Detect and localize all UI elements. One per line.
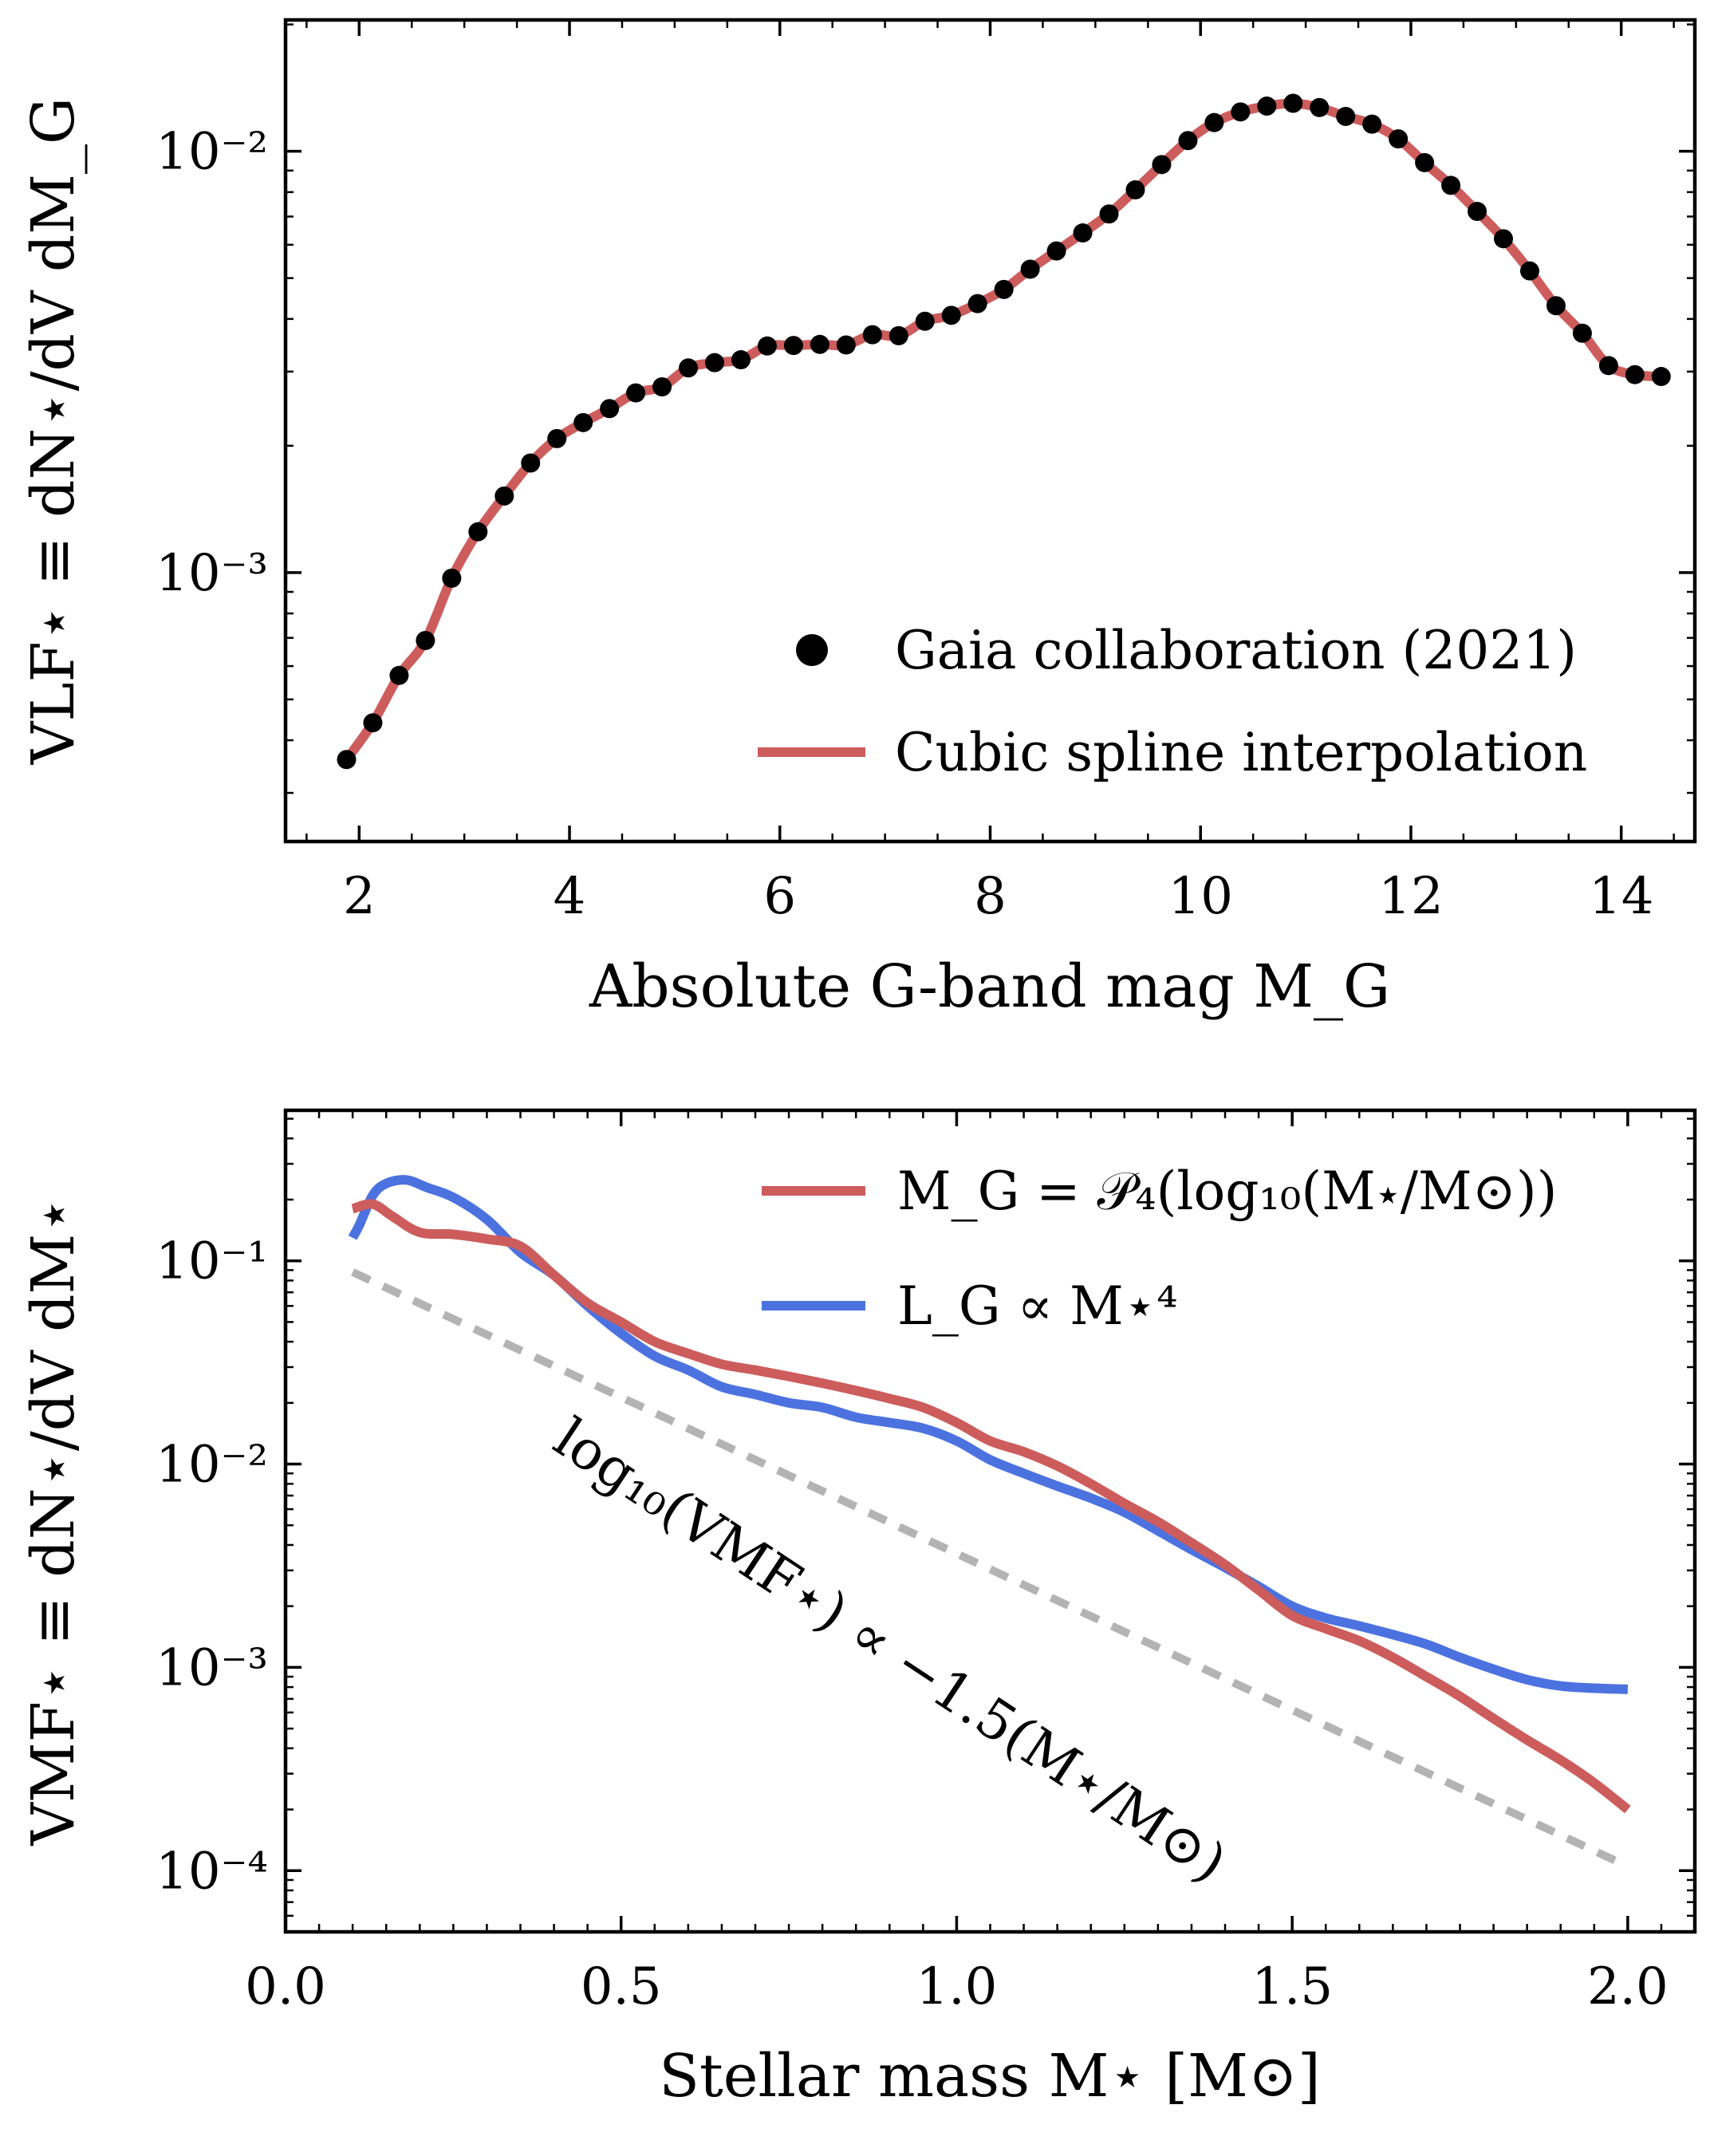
gaia-data-point (416, 630, 435, 650)
vlf-x-axis-label: Absolute G-band mag M_G (589, 952, 1390, 1021)
gaia-data-point (1152, 155, 1172, 175)
vlf-x-tick-label: 6 (763, 867, 796, 926)
vmf-plot-area (348, 1175, 1631, 1870)
gaia-data-point (1336, 106, 1356, 126)
gaia-data-point (547, 428, 567, 448)
gaia-data-point (652, 376, 672, 396)
gaia-data-point (1468, 202, 1487, 222)
legend-label-spline: Cubic spline interpolation (895, 722, 1587, 783)
gaia-data-point (1310, 97, 1330, 117)
vlf-ticks: 2 4 6 8 10 12 14 10⁻³ 10⁻² (156, 20, 1695, 926)
legend-label-gaia: Gaia collaboration (2021) (895, 620, 1577, 681)
gaia-data-point (783, 336, 803, 356)
vlf-y-tick-label: 10⁻³ (156, 544, 268, 603)
vlf-x-tick-label: 12 (1378, 867, 1443, 926)
vlf-x-tick-label: 4 (554, 867, 586, 926)
gaia-data-point (468, 522, 488, 542)
gaia-data-point (915, 311, 935, 331)
vmf-x-tick-label: 2.0 (1587, 1957, 1669, 2016)
gaia-data-point (889, 325, 908, 345)
gaia-data-point (1389, 129, 1409, 149)
gaia-data-point (442, 568, 462, 588)
gaia-data-point (1046, 241, 1066, 261)
gaia-data-point (1178, 131, 1198, 151)
legend-label-poly: M_G = 𝒫₄(log₁₀(M⋆/M⊙)) (897, 1161, 1557, 1222)
gaia-data-point (1204, 112, 1224, 132)
gaia-data-point (1546, 296, 1566, 316)
gaia-data-point (1441, 175, 1461, 195)
vmf-y-tick-label: 10⁻³ (156, 1638, 268, 1697)
vlf-x-tick-label: 8 (974, 867, 1007, 926)
vmf-x-axis-label: Stellar mass M⋆ [M⊙] (659, 2042, 1320, 2111)
gaia-data-point (1415, 152, 1435, 172)
poly-line (351, 1199, 1631, 1814)
gaia-data-point (1572, 323, 1592, 343)
gaia-data-point (705, 353, 725, 372)
gaia-data-point (862, 325, 882, 345)
vmf-x-tick-label: 0.5 (581, 1957, 662, 2016)
power-law-dashed-line (351, 1268, 1629, 1870)
gaia-data-point (731, 350, 751, 370)
m4-line (348, 1175, 1629, 1694)
gaia-data-point (994, 279, 1014, 299)
vmf-y-tick-label: 10⁻¹ (156, 1232, 268, 1291)
gaia-data-point (1625, 365, 1645, 384)
gaia-data-point (1598, 356, 1618, 376)
vmf-x-tick-label: 0.0 (245, 1957, 326, 2016)
vmf-x-tick-label: 1.5 (1251, 1957, 1333, 2016)
gaia-data-point (836, 335, 856, 355)
gaia-data-point (1231, 102, 1251, 122)
vmf-panel: 0.0 0.5 1.0 1.5 2.0 10⁻⁴ 10⁻³ 10⁻² 10⁻¹ Stellar … (19, 1108, 1697, 2111)
gaia-data-point (389, 665, 409, 685)
gaia-data-point (1651, 367, 1671, 387)
vlf-y-axis-label: VLF⋆ ≡ dN⋆/dV dM_G (19, 97, 88, 765)
vmf-y-tick-label: 10⁻⁴ (156, 1842, 268, 1901)
gaia-data-point (363, 713, 383, 733)
gaia-data-point (600, 399, 620, 419)
vmf-x-tick-label: 1.0 (916, 1957, 998, 2016)
legend-marker-gaia (796, 634, 828, 666)
gaia-data-point (494, 486, 514, 506)
gaia-data-point (1519, 261, 1539, 281)
gaia-data-point (1257, 97, 1277, 116)
gaia-data-point (1494, 229, 1514, 249)
vmf-annotation: log₁₀(VMF⋆) ∝ −1.5(M⋆/M⊙) (543, 1406, 1237, 1895)
gaia-data-point (757, 336, 777, 356)
vlf-x-tick-label: 10 (1168, 867, 1233, 926)
vlf-legend: Gaia collaboration (2021) Cubic spline i… (758, 620, 1587, 783)
vmf-y-axis-label: VMF⋆ ≡ dN⋆/dV dM⋆ (19, 1196, 88, 1846)
gaia-data-point (967, 294, 987, 313)
vmf-legend: M_G = 𝒫₄(log₁₀(M⋆/M⊙)) L_G ∝ M⋆⁴ (762, 1161, 1557, 1337)
vmf-y-tick-label: 10⁻² (156, 1436, 268, 1495)
gaia-data-point (521, 453, 541, 473)
vlf-panel: 2 4 6 8 10 12 14 10⁻³ 10⁻² Absolute G-band mag M… (19, 18, 1697, 1021)
gaia-data-point (810, 334, 829, 354)
gaia-data-point (1073, 223, 1093, 243)
vlf-axes-frame (283, 18, 1697, 844)
vlf-y-tick-label: 10⁻² (156, 123, 268, 182)
gaia-data-point (941, 305, 961, 325)
gaia-data-point (626, 383, 646, 403)
gaia-data-point (679, 358, 699, 378)
gaia-data-point (1020, 259, 1040, 279)
vlf-plot-area (337, 93, 1671, 770)
gaia-data-point (337, 750, 357, 770)
vlf-x-tick-label: 2 (343, 867, 376, 926)
gaia-data-point (1283, 93, 1303, 113)
gaia-data-point (1125, 180, 1145, 200)
legend-label-m4: L_G ∝ M⋆⁴ (897, 1275, 1178, 1337)
gaia-data-point (573, 412, 593, 432)
gaia-data-point (1362, 114, 1382, 134)
vlf-x-tick-label: 14 (1589, 867, 1653, 926)
gaia-data-point (1099, 204, 1119, 224)
vmf-ticks: 0.0 0.5 1.0 1.5 2.0 10⁻⁴ 10⁻³ 10⁻² 10⁻¹ (156, 1110, 1695, 2016)
